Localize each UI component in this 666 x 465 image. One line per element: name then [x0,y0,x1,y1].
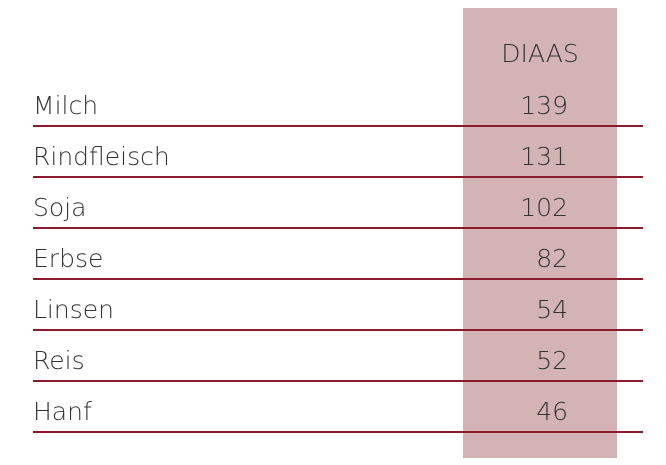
column-header: DIAAS [501,39,578,68]
row-label: Hanf [33,397,92,426]
row-label: Linsen [33,295,114,324]
highlight-column [463,8,617,458]
row-value: 54 [536,295,568,324]
row-label: Erbse [33,244,103,273]
row-value: 139 [520,91,568,120]
row-label: Rindfleisch [33,142,170,171]
row-value: 52 [536,346,568,375]
row-value: 131 [520,142,568,171]
row-value: 82 [536,244,568,273]
row-label: Soja [33,193,86,222]
row-label: Reis [33,346,85,375]
row-value: 46 [536,397,568,426]
row-label: Milch [33,91,98,120]
row-value: 102 [520,193,568,222]
